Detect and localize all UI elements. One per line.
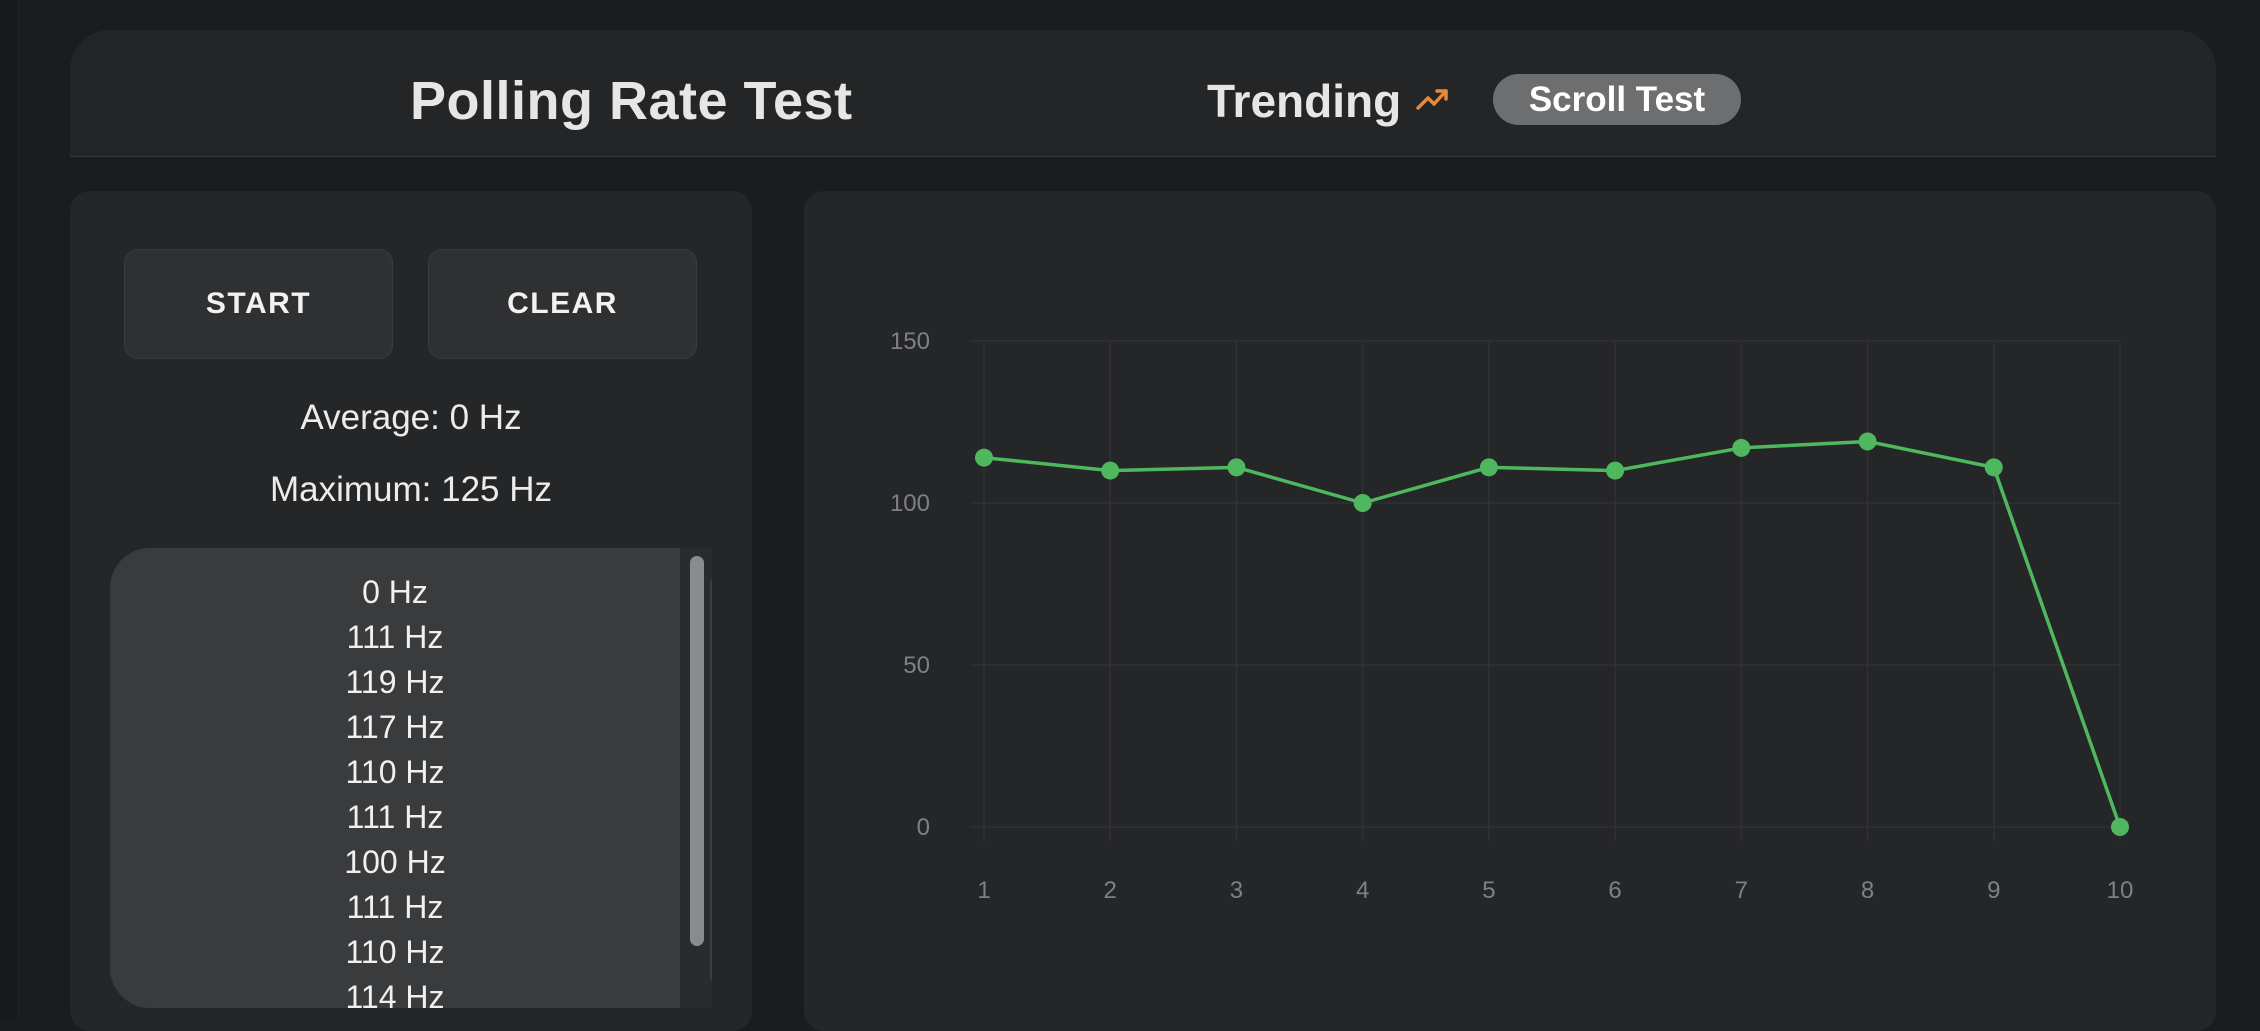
left-rail [0, 0, 19, 1018]
series-line [983, 439, 2122, 828]
data-point [1858, 432, 1877, 451]
clear-button[interactable]: CLEAR [428, 249, 697, 359]
x-tick-label: 10 [2107, 877, 2134, 904]
trending-up-icon [1416, 89, 1448, 110]
data-point [2111, 818, 2129, 836]
x-tick-label: 6 [1608, 877, 1621, 904]
x-tick-label: 7 [1735, 877, 1748, 904]
rate-log[interactable]: 0 Hz 111 Hz 119 Hz 117 Hz 110 Hz 111 Hz 100 Hz… [110, 548, 712, 1008]
x-tick-label: 4 [1356, 877, 1369, 904]
log-item: 110 Hz [345, 934, 445, 970]
data-point [1353, 494, 1372, 512]
data-point [1101, 461, 1120, 480]
log-item: 111 Hz [346, 619, 444, 655]
scroll-test-button[interactable]: Scroll Test [1493, 74, 1741, 125]
polling-rate-chart: 0 50 100 150 1 2 3 4 5 6 7 8 9 10 [890, 328, 2134, 904]
y-tick-label: 0 [917, 814, 930, 841]
log-item: 0 Hz [362, 574, 428, 610]
x-tick-label: 8 [1861, 877, 1874, 904]
scroll-edge-line [710, 580, 712, 980]
log-item: 114 Hz [345, 979, 445, 1008]
rate-log-list: 0 Hz 111 Hz 119 Hz 117 Hz 110 Hz 111 Hz 100 Hz… [110, 570, 680, 1008]
x-tick-label: 2 [1104, 877, 1117, 904]
log-item: 110 Hz [345, 754, 445, 790]
log-item: 111 Hz [346, 799, 444, 835]
chart-panel [804, 191, 2216, 1031]
start-button[interactable]: START [124, 249, 393, 359]
data-point [975, 448, 993, 467]
data-point [1227, 458, 1246, 477]
average-readout: Average: 0 Hz [300, 398, 522, 437]
log-item: 111 Hz [346, 889, 444, 925]
scrollbar-thumb[interactable] [690, 556, 704, 946]
data-point [1479, 458, 1498, 477]
page-title: Polling Rate Test [410, 71, 853, 131]
data-point [1732, 438, 1751, 457]
x-tick-label: 3 [1230, 877, 1243, 904]
trending-label: Trending [1207, 75, 1402, 127]
x-tick-label: 9 [1987, 877, 2000, 904]
data-point [1606, 461, 1625, 480]
y-tick-label: 150 [890, 328, 930, 355]
data-point [1984, 458, 2003, 477]
header-bar [70, 30, 2216, 157]
log-item: 100 Hz [344, 844, 446, 880]
y-tick-label: 100 [890, 490, 930, 517]
x-tick-label: 1 [977, 877, 990, 904]
x-tick-label: 5 [1482, 877, 1495, 904]
y-tick-label: 50 [903, 652, 930, 679]
log-item: 119 Hz [345, 664, 445, 700]
maximum-readout: Maximum: 125 Hz [269, 470, 553, 509]
log-item: 117 Hz [345, 709, 445, 745]
